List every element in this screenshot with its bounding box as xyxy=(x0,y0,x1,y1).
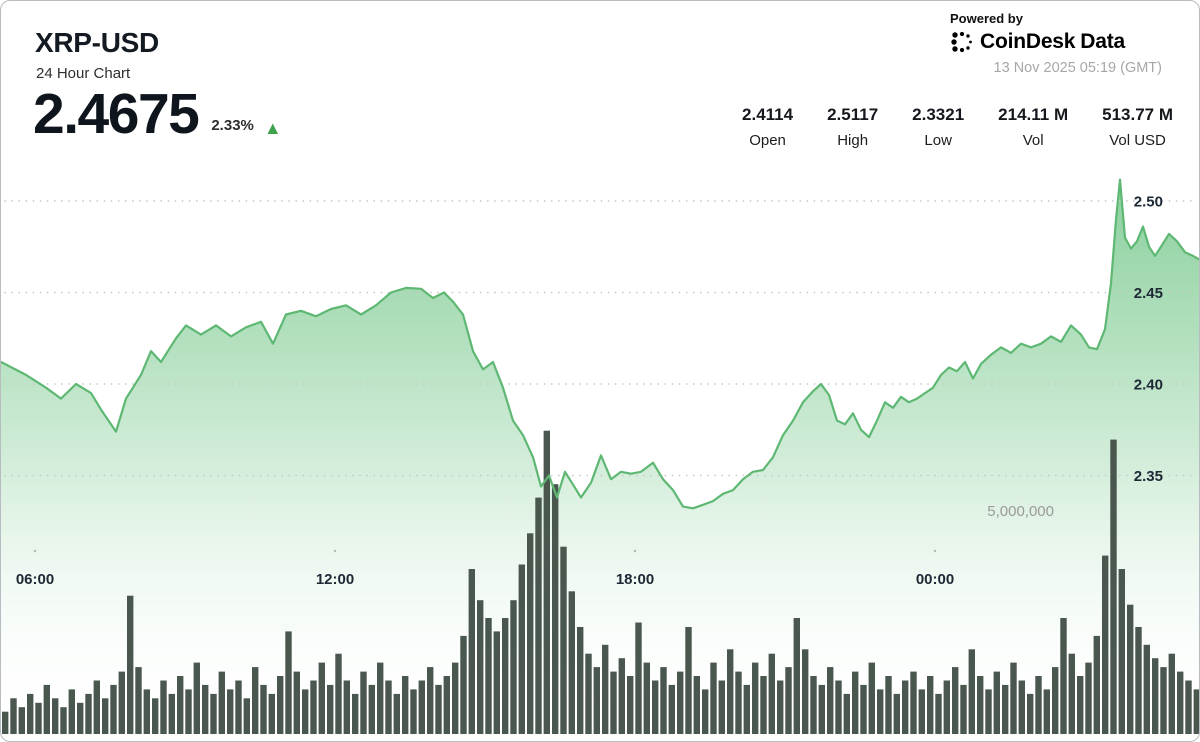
stat-open-value: 2.4114 xyxy=(742,105,794,124)
stat-low-value: 2.3321 xyxy=(912,105,965,124)
stat-volume-value: 214.11 M xyxy=(998,105,1069,124)
x-axis-label: 12:00 xyxy=(316,571,354,588)
chart-timestamp: 13 Nov 2025 05:19 (GMT) xyxy=(993,60,1162,76)
stat-volume-usd-label: Vol USD xyxy=(1109,132,1166,149)
stat-high-label: High xyxy=(837,132,869,149)
y-axis-label: 2.50 xyxy=(1134,194,1163,211)
powered-by-label: Powered by xyxy=(950,11,1023,26)
coindesk-logo-icon xyxy=(951,31,972,53)
chart-subtitle: 24 Hour Chart xyxy=(36,65,131,82)
brand-name-secondary: Data xyxy=(1080,30,1125,53)
x-axis-tick-dot xyxy=(33,549,37,553)
stat-volume-usd: 513.77 M Vol USD xyxy=(1102,105,1173,149)
up-arrow-icon: ▲ xyxy=(263,118,282,139)
y-axis-label: 2.40 xyxy=(1134,377,1163,394)
y-axis-label: 2.35 xyxy=(1134,468,1163,485)
volume-axis-label: 5,000,000 xyxy=(987,503,1054,520)
y-axis-label: 2.45 xyxy=(1134,285,1163,302)
stat-open-label: Open xyxy=(749,132,786,149)
x-axis-label: 18:00 xyxy=(616,571,654,588)
current-price: 2.4675 xyxy=(33,82,200,146)
price-line xyxy=(1,178,1199,510)
stat-volume: 214.11 M Vol xyxy=(998,105,1068,149)
stat-low: 2.3321 Low xyxy=(912,105,964,149)
x-axis-label: 00:00 xyxy=(916,571,954,588)
stat-volume-usd-value: 513.77 M xyxy=(1102,105,1173,124)
x-axis-tick-dot xyxy=(633,549,637,553)
stat-open: 2.4114 Open xyxy=(742,105,793,149)
brand-name-primary: CoinDesk xyxy=(980,30,1076,53)
stat-low-label: Low xyxy=(924,132,952,149)
ohlc-stats: 2.4114 Open 2.5117 High 2.3321 Low 214.1… xyxy=(742,105,1173,149)
price-change-percent: 2.33% xyxy=(211,117,254,135)
stat-high: 2.5117 High xyxy=(827,105,878,149)
price-area-fill xyxy=(1,179,1199,734)
symbol-title: XRP-USD xyxy=(35,27,159,58)
stat-volume-label: Vol xyxy=(1022,132,1044,149)
stat-high-value: 2.5117 xyxy=(827,105,879,124)
price-block: 2.4675 2.33% ▲ xyxy=(33,85,282,143)
x-axis-tick-dot xyxy=(933,549,937,553)
branding-block: Powered by CoinDesk Data 13 Nov 2025 05:1… xyxy=(950,11,1162,76)
volume-bars xyxy=(2,430,1199,734)
brand-name: CoinDesk Data xyxy=(980,30,1125,54)
coindesk-data-logo[interactable]: CoinDesk Data xyxy=(950,30,1125,54)
x-axis-label: 06:00 xyxy=(16,571,54,588)
x-axis-tick-dot xyxy=(333,549,337,553)
